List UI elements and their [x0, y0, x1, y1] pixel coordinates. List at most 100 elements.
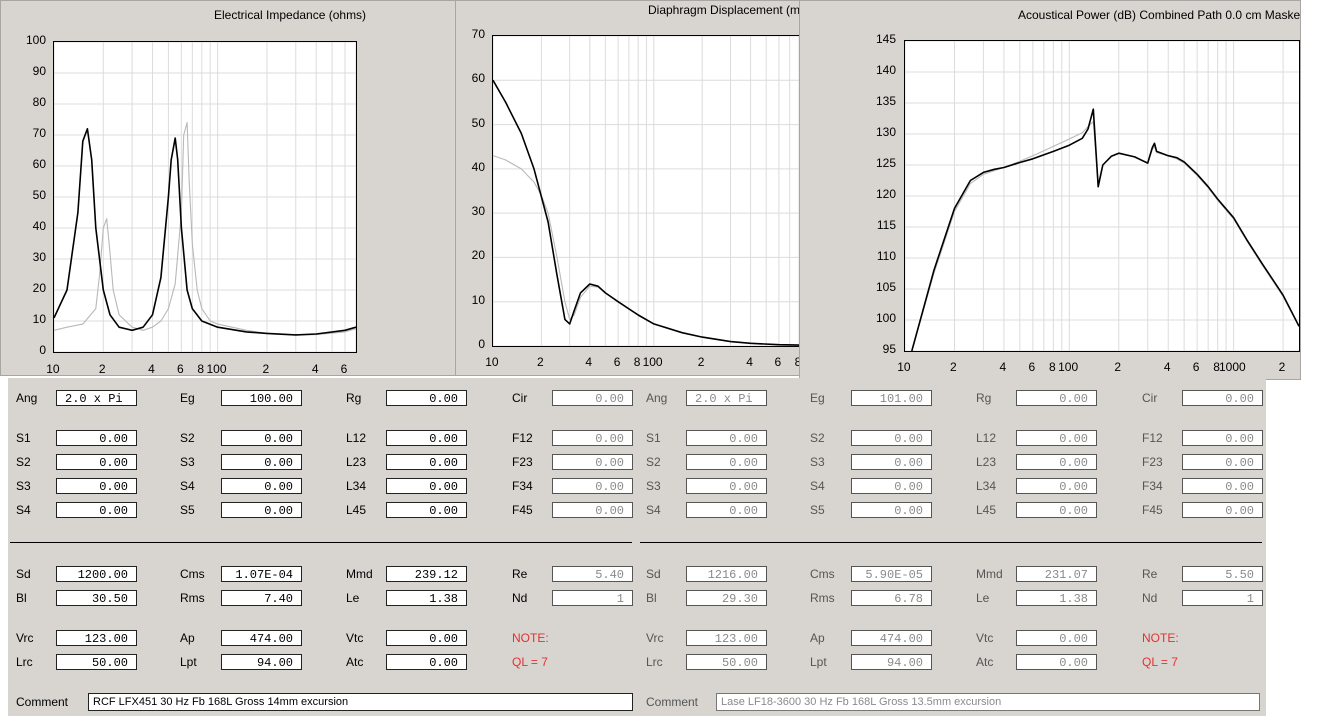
- x-tick-label: 2: [262, 362, 270, 376]
- y-tick-label: 135: [875, 94, 896, 108]
- param-field[interactable]: 0.00: [56, 502, 137, 518]
- param-field[interactable]: 29.30: [686, 590, 767, 606]
- param-field[interactable]: 1.38: [386, 590, 467, 606]
- y-tick-label: 60: [471, 71, 485, 86]
- param-field[interactable]: 0.00: [1182, 478, 1263, 494]
- param-field[interactable]: 123.00: [56, 630, 137, 646]
- param-field[interactable]: 1.38: [1016, 590, 1097, 606]
- param-field[interactable]: 0.00: [686, 430, 767, 446]
- param-field[interactable]: 0.00: [552, 390, 633, 406]
- param-field[interactable]: 0.00: [56, 454, 137, 470]
- param-field[interactable]: 0.00: [386, 454, 467, 470]
- param-field[interactable]: 0.00: [221, 430, 302, 446]
- chart-title: Diaphragm Displacement (mm): [648, 3, 800, 17]
- x-tick-label: 6: [176, 362, 184, 376]
- param-field[interactable]: 0.00: [1016, 630, 1097, 646]
- param-field[interactable]: 0.00: [686, 502, 767, 518]
- param-field[interactable]: 0.00: [1182, 502, 1263, 518]
- param-field[interactable]: 231.07: [1016, 566, 1097, 582]
- param-label: Re: [1142, 567, 1158, 581]
- impedance-plot-area[interactable]: [53, 41, 357, 353]
- param-field[interactable]: 0.00: [386, 390, 467, 406]
- param-field[interactable]: 2.0 x Pi: [56, 390, 137, 406]
- displacement-window[interactable]: Diaphragm Displacement (mm) 70 60 50 40 30 20…: [455, 0, 800, 376]
- param-field[interactable]: 123.00: [686, 630, 767, 646]
- primary-curve: [911, 108, 1299, 351]
- param-label: Lrc: [646, 655, 663, 669]
- y-tick-label: 90: [32, 64, 46, 78]
- param-field[interactable]: 0.00: [1182, 390, 1263, 406]
- param-field[interactable]: 1200.00: [56, 566, 137, 582]
- param-field[interactable]: 0.00: [221, 454, 302, 470]
- y-tick-label: 20: [471, 248, 485, 263]
- displacement-plot-area[interactable]: [492, 35, 799, 347]
- param-field[interactable]: 0.00: [686, 454, 767, 470]
- param-field[interactable]: 0.00: [552, 502, 633, 518]
- param-field[interactable]: 0.00: [1016, 654, 1097, 670]
- y-tick-label: 125: [875, 156, 896, 170]
- param-field[interactable]: 0.00: [851, 502, 932, 518]
- impedance-window[interactable]: Electrical Impedance (ohms) 100 90 80 70 60 5…: [0, 0, 456, 376]
- param-label: Mmd: [346, 567, 373, 581]
- param-field[interactable]: 101.00: [851, 390, 932, 406]
- power-window[interactable]: Acoustical Power (dB) Combined Path 0.0 …: [799, 0, 1301, 380]
- param-field[interactable]: 30.50: [56, 590, 137, 606]
- param-field[interactable]: 0.00: [686, 478, 767, 494]
- param-field[interactable]: 474.00: [221, 630, 302, 646]
- param-field[interactable]: 5.90E-05: [851, 566, 932, 582]
- power-plot-area[interactable]: [904, 40, 1300, 352]
- param-field[interactable]: 0.00: [221, 478, 302, 494]
- param-label: Ap: [810, 631, 825, 645]
- param-field[interactable]: 50.00: [686, 654, 767, 670]
- param-field[interactable]: 1.07E-04: [221, 566, 302, 582]
- param-field[interactable]: 0.00: [386, 430, 467, 446]
- param-field[interactable]: 0.00: [386, 630, 467, 646]
- param-label: Ang: [646, 391, 668, 405]
- param-field[interactable]: 0.00: [851, 454, 932, 470]
- param-field[interactable]: 1216.00: [686, 566, 767, 582]
- comment-field[interactable]: Lase LF18-3600 30 Hz Fb 168L Gross 13.5m…: [716, 693, 1260, 711]
- y-tick-label: 70: [471, 27, 485, 41]
- param-field[interactable]: 0.00: [386, 478, 467, 494]
- comment-field[interactable]: RCF LFX451 30 Hz Fb 168L Gross 14mm excu…: [88, 693, 633, 711]
- param-label: Mmd: [976, 567, 1003, 581]
- param-label: S3: [180, 455, 195, 469]
- param-field[interactable]: 0.00: [1182, 430, 1263, 446]
- param-field[interactable]: 0.00: [552, 454, 633, 470]
- param-field[interactable]: 0.00: [56, 430, 137, 446]
- param-label: L12: [346, 431, 367, 445]
- param-field[interactable]: 0.00: [221, 502, 302, 518]
- param-field[interactable]: 0.00: [1016, 390, 1097, 406]
- param-field[interactable]: 50.00: [56, 654, 137, 670]
- param-field[interactable]: 0.00: [851, 430, 932, 446]
- param-field[interactable]: 0.00: [552, 478, 633, 494]
- param-field[interactable]: 94.00: [851, 654, 932, 670]
- param-field[interactable]: 5.40: [552, 566, 633, 582]
- y-tick-label: 115: [876, 218, 896, 232]
- y-tick-label: 100: [25, 33, 46, 47]
- param-field[interactable]: 239.12: [386, 566, 467, 582]
- param-field[interactable]: 0.00: [851, 478, 932, 494]
- param-field[interactable]: 0.00: [386, 654, 467, 670]
- param-field[interactable]: 0.00: [1016, 478, 1097, 494]
- param-field[interactable]: 0.00: [552, 430, 633, 446]
- y-tick-label: 10: [471, 292, 485, 307]
- param-field[interactable]: 1: [552, 590, 633, 606]
- separator: [10, 542, 632, 543]
- param-field[interactable]: 7.40: [221, 590, 302, 606]
- param-field[interactable]: 0.00: [386, 502, 467, 518]
- param-label: Cms: [180, 567, 205, 581]
- param-field[interactable]: 94.00: [221, 654, 302, 670]
- param-field[interactable]: 5.50: [1182, 566, 1263, 582]
- param-field[interactable]: 0.00: [56, 478, 137, 494]
- param-label: Re: [512, 567, 528, 581]
- param-field[interactable]: 0.00: [1016, 430, 1097, 446]
- param-field[interactable]: 6.78: [851, 590, 932, 606]
- param-field[interactable]: 474.00: [851, 630, 932, 646]
- param-field[interactable]: 100.00: [221, 390, 302, 406]
- param-field[interactable]: 0.00: [1182, 454, 1263, 470]
- param-field[interactable]: 2.0 x Pi: [686, 390, 767, 406]
- param-field[interactable]: 0.00: [1016, 454, 1097, 470]
- param-field[interactable]: 0.00: [1016, 502, 1097, 518]
- param-field[interactable]: 1: [1182, 590, 1263, 606]
